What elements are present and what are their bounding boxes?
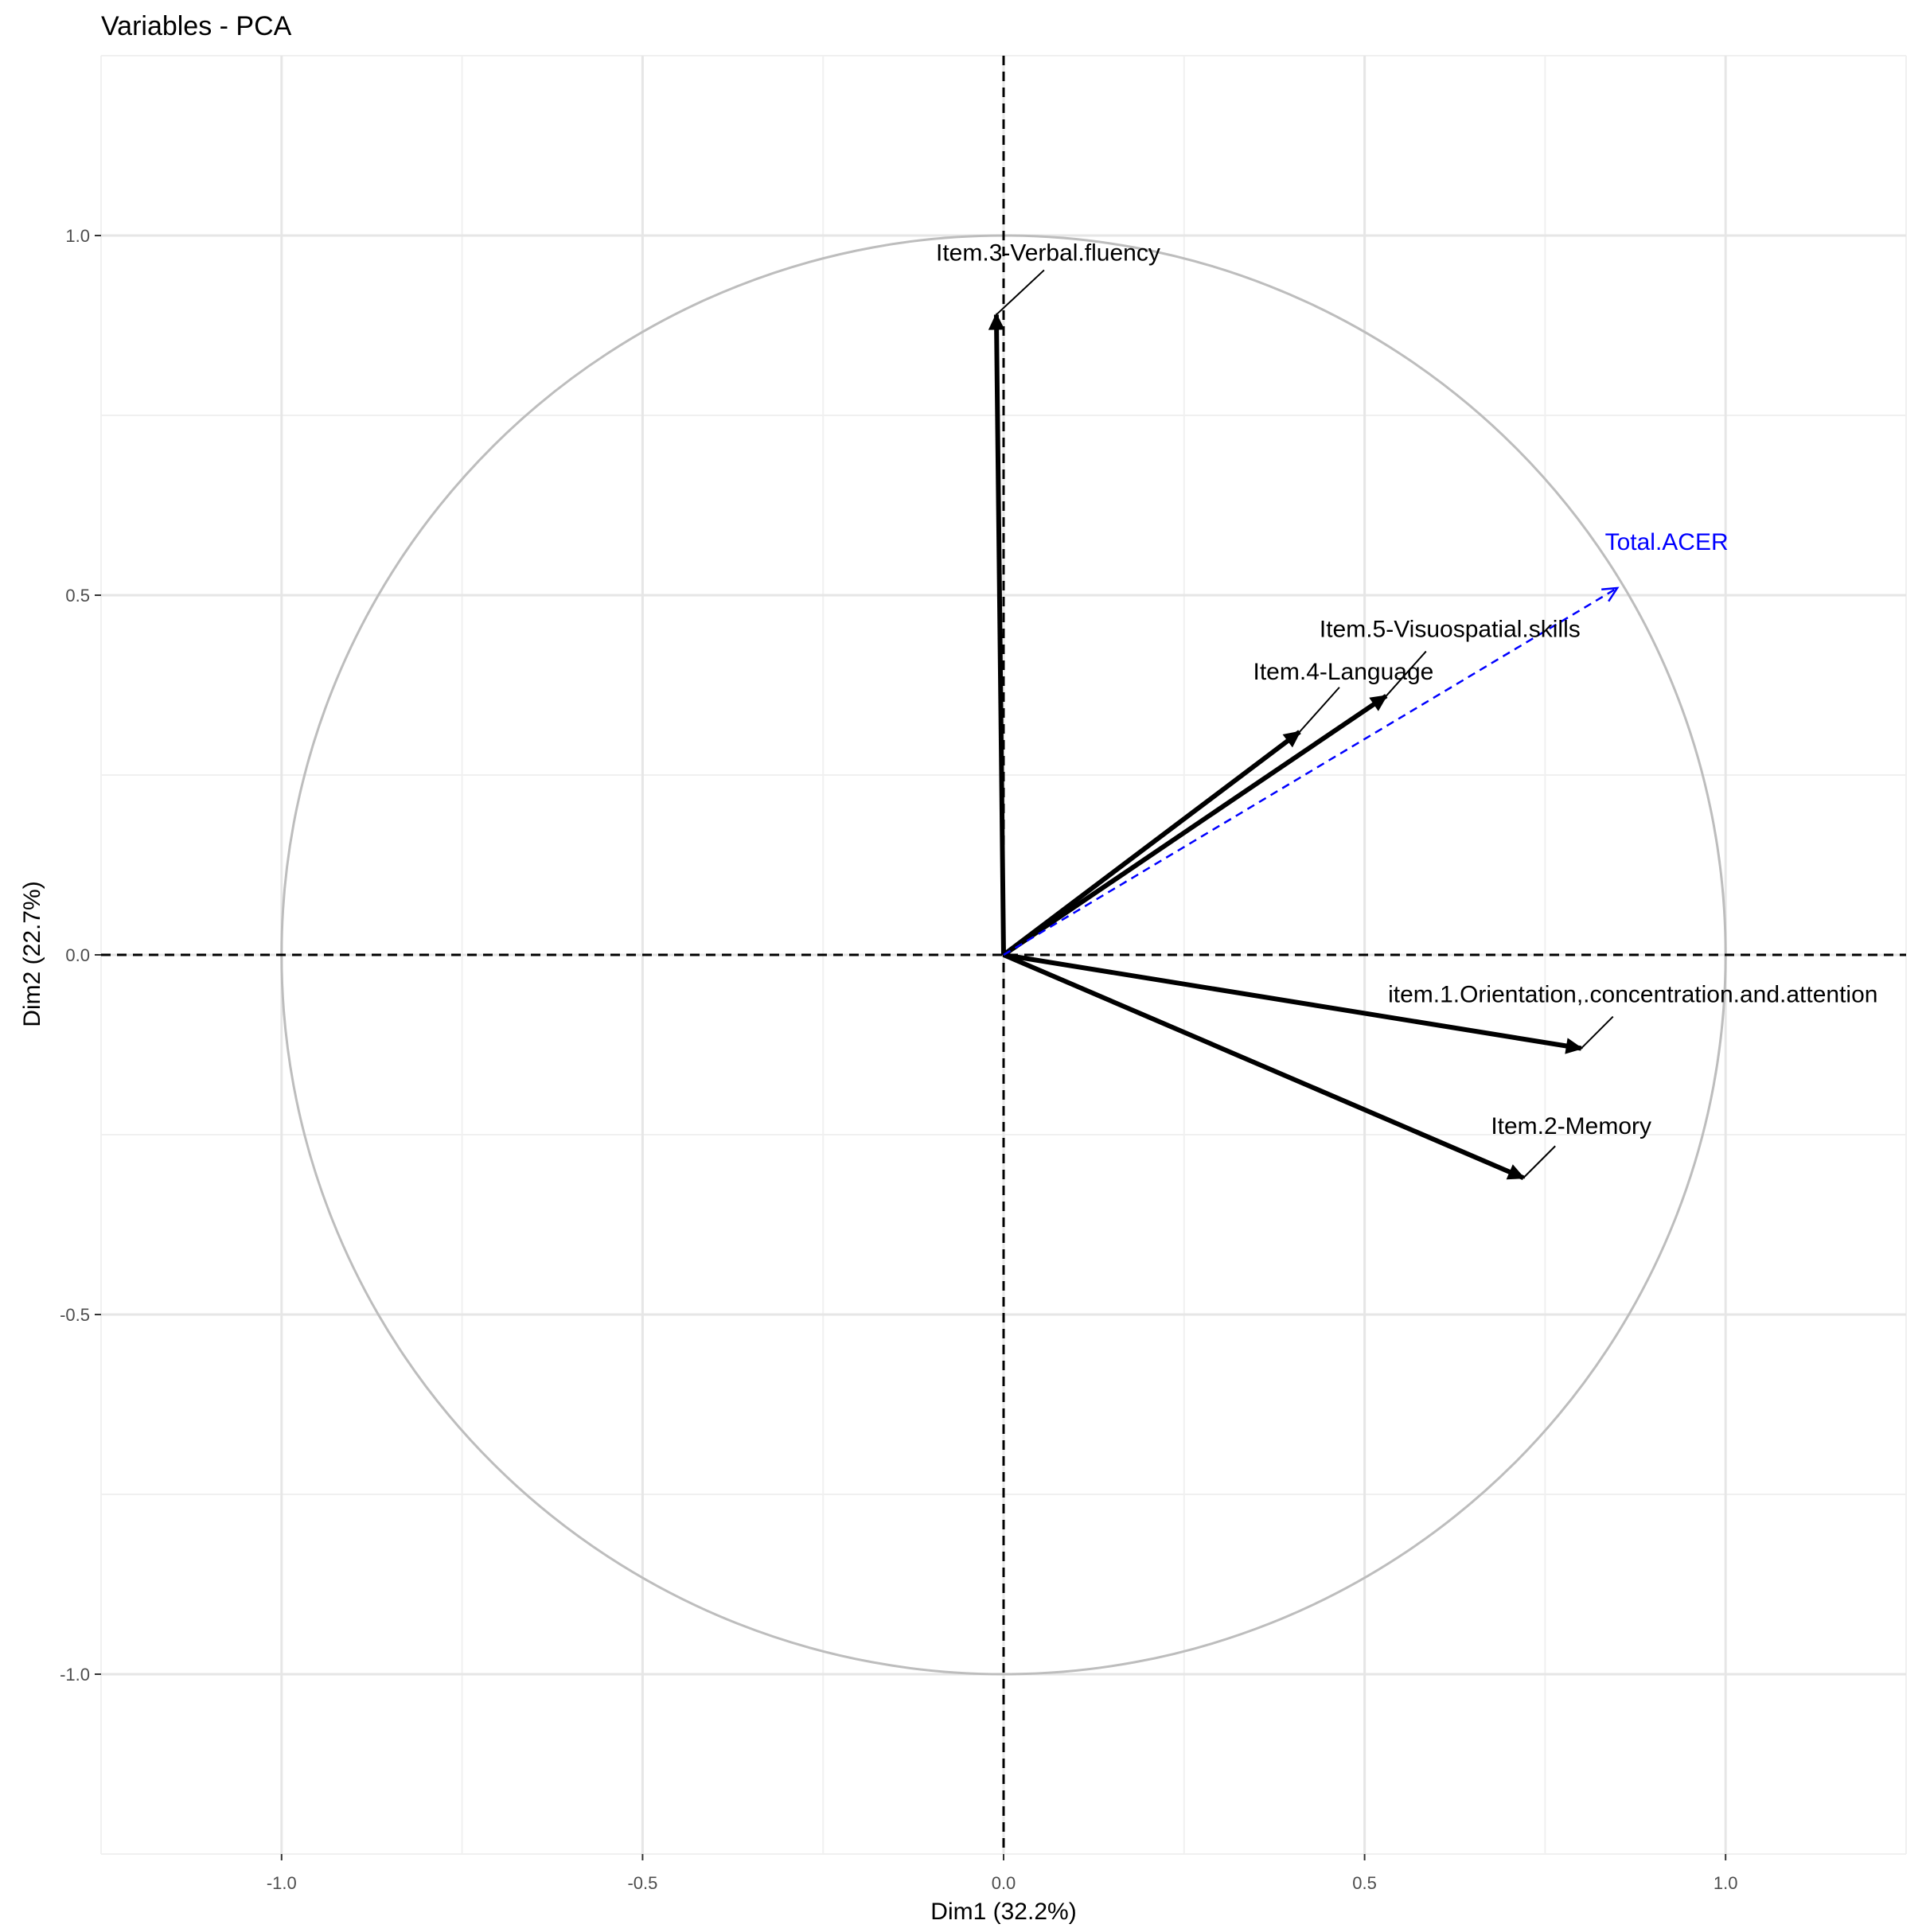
x-axis-title: Dim1 (32.2%) <box>930 1899 1076 1925</box>
variable-label: Item.5-Visuospatial.skills <box>1320 617 1581 643</box>
variable-label: Item.2-Memory <box>1491 1113 1651 1139</box>
x-tick-label: -0.5 <box>627 1873 657 1893</box>
variable-label: item.1.Orientation,.concentration.and.at… <box>1388 982 1877 1008</box>
supplementary-arrow-head <box>1601 586 1620 602</box>
x-tick-label: 0.5 <box>1352 1873 1377 1893</box>
label-leader-line <box>1581 1015 1614 1050</box>
label-leader-line <box>996 269 1045 316</box>
y-axis-title: Dim2 (22.7%) <box>19 881 45 1026</box>
label-leader-line <box>1299 687 1340 733</box>
x-tick-label: -1.0 <box>267 1873 297 1893</box>
chart-title: Variables - PCA <box>101 11 292 41</box>
y-tick-label: 1.0 <box>65 226 90 246</box>
variable-label: Item.4-Language <box>1253 659 1434 685</box>
variable-arrow-head <box>1565 1038 1584 1054</box>
variable-arrow-head <box>988 313 1005 330</box>
tick-labels: -1.0 -0.5 0.0 0.5 1.0 -1.0 -0.5 0.0 0.5 1.0 <box>60 226 1737 1893</box>
variable-arrow <box>1003 952 1582 1051</box>
supplementary-label: Total.ACER <box>1605 529 1729 555</box>
variable-arrow-head <box>1369 695 1388 711</box>
y-tick-label: 0.0 <box>65 945 90 965</box>
x-tick-label: 1.0 <box>1714 1873 1738 1893</box>
y-tick-label: -1.0 <box>60 1665 90 1685</box>
variable-arrow-head <box>1506 1164 1526 1180</box>
variable-arrow <box>1002 730 1301 957</box>
variable-arrow-head <box>1282 730 1301 748</box>
variable-arrow <box>1002 694 1388 957</box>
supplementary-arrow <box>1003 586 1618 956</box>
variable-label: Item.3-Verbal.fluency <box>936 240 1160 266</box>
y-tick-label: 0.5 <box>65 586 90 606</box>
variable-arrows <box>988 313 1620 1180</box>
x-tick-label: 0.0 <box>992 1873 1016 1893</box>
variable-arrow <box>993 314 1006 956</box>
y-tick-label: -0.5 <box>60 1305 90 1325</box>
variable-labels: Item.3-Verbal.fluency Item.4-Language Item… <box>936 240 1877 1178</box>
variable-arrow <box>1002 952 1525 1180</box>
label-leader-line <box>1522 1145 1556 1178</box>
label-leader-line <box>1386 650 1427 697</box>
